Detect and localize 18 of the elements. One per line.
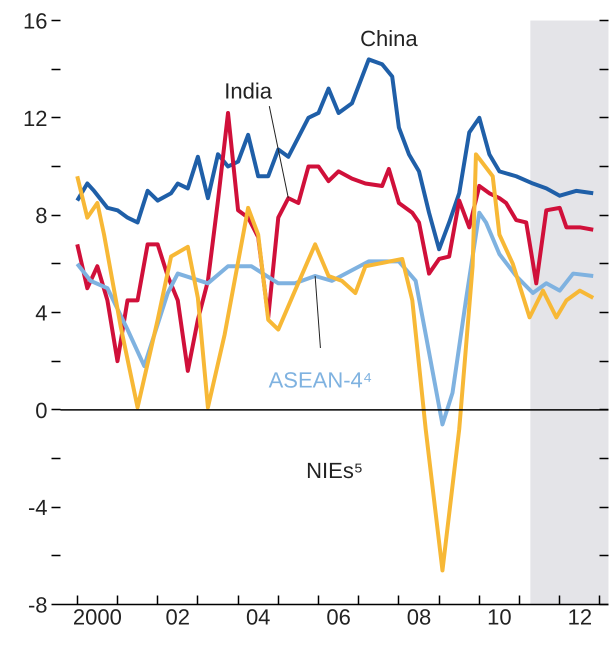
y-tick-label: 16 xyxy=(23,8,48,34)
x-tick-label: 06 xyxy=(326,604,351,630)
y-tick-label: 4 xyxy=(35,300,48,326)
x-tick-label: 10 xyxy=(487,604,512,630)
x-tick-label: 04 xyxy=(246,604,270,630)
y-tick-label: -8 xyxy=(28,592,48,618)
text: ASEAN-4⁴ xyxy=(268,368,372,392)
y-tick-label: -4 xyxy=(28,495,48,520)
y-tick-label: 12 xyxy=(23,106,48,131)
text: NIEs⁵ xyxy=(306,458,363,483)
series-label: China xyxy=(360,26,418,51)
x-tick-label: 02 xyxy=(166,604,190,630)
y-tick-label: 0 xyxy=(35,398,48,423)
x-tick-label: 08 xyxy=(406,604,432,630)
x-tick-label: 12 xyxy=(568,604,592,630)
x-tick-label: 2000 xyxy=(72,604,122,630)
y-tick-label: 8 xyxy=(35,203,48,228)
series-label: India xyxy=(224,78,273,104)
